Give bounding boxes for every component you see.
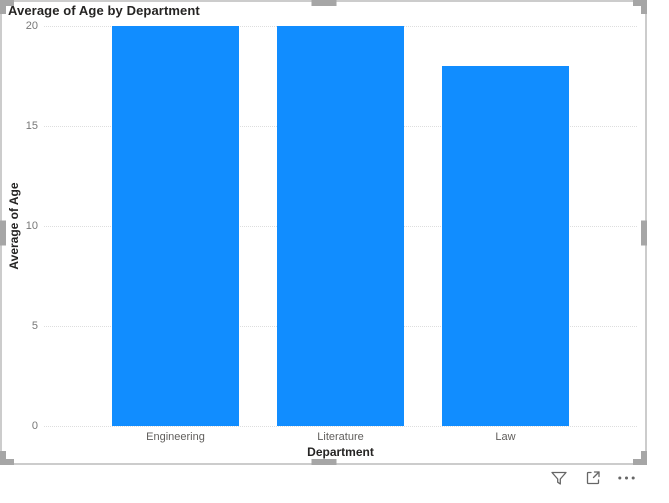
plot-area xyxy=(44,26,637,427)
y-tick-label: 20 xyxy=(25,20,38,32)
chart-title: Average of Age by Department xyxy=(8,3,200,18)
resize-handle-bottom-right[interactable] xyxy=(633,451,647,465)
x-axis-title: Department xyxy=(307,445,374,459)
more-options-icon[interactable] xyxy=(616,467,637,488)
y-tick-label: 5 xyxy=(31,320,38,332)
bar-engineering[interactable] xyxy=(112,26,239,426)
resize-handle-top-right[interactable] xyxy=(633,0,647,14)
gridline xyxy=(44,426,637,427)
resize-handle-bottom[interactable] xyxy=(311,459,336,465)
resize-handle-right[interactable] xyxy=(641,220,647,245)
x-axis-category-labels: Engineering Literature Law xyxy=(44,431,637,445)
y-tick-label: 0 xyxy=(31,420,38,432)
x-category-label: Law xyxy=(495,431,516,443)
y-tick-label: 10 xyxy=(25,220,38,232)
bar-literature[interactable] xyxy=(277,26,404,426)
resize-handle-left[interactable] xyxy=(0,220,6,245)
visual-hover-toolbar xyxy=(548,467,637,488)
filter-icon[interactable] xyxy=(548,467,569,488)
resize-handle-top-left[interactable] xyxy=(0,0,14,14)
y-tick-label: 15 xyxy=(25,120,38,132)
resize-handle-top[interactable] xyxy=(311,0,336,6)
bar-chart-visual[interactable]: Average of Age by Department Average of … xyxy=(0,0,647,465)
bar-law[interactable] xyxy=(442,66,569,426)
focus-mode-icon[interactable] xyxy=(582,467,603,488)
x-category-label: Literature xyxy=(317,431,364,443)
resize-handle-bottom-left[interactable] xyxy=(0,451,14,465)
x-category-label: Engineering xyxy=(146,431,205,443)
